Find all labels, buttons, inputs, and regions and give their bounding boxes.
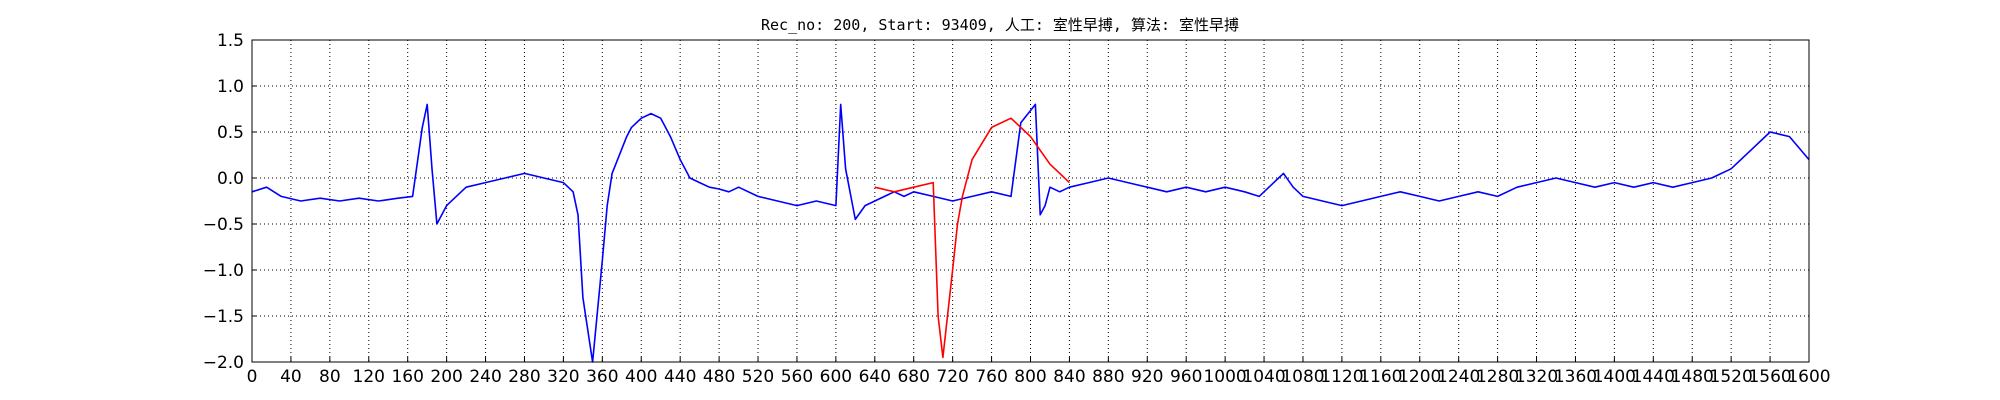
x-tick-label: 1320 — [1515, 367, 1558, 387]
x-tick-label: 1520 — [1710, 367, 1753, 387]
x-tick-label: 40 — [280, 367, 302, 387]
x-tick-label: 960 — [1170, 367, 1202, 387]
y-tick-label: −1.5 — [203, 307, 244, 327]
y-tick-label: 0.5 — [217, 123, 244, 143]
x-tick-label: 280 — [508, 367, 540, 387]
x-tick-label: 520 — [742, 367, 774, 387]
x-tick-label: 800 — [1014, 367, 1046, 387]
x-tick-label: 1160 — [1359, 367, 1402, 387]
x-tick-label: 840 — [1053, 367, 1085, 387]
x-tick-label: 1240 — [1437, 367, 1480, 387]
x-tick-label: 320 — [547, 367, 579, 387]
x-tick-label: 1560 — [1748, 367, 1791, 387]
x-tick-label: 600 — [820, 367, 852, 387]
x-tick-label: 1080 — [1281, 367, 1324, 387]
y-tick-label: 0.0 — [217, 169, 244, 189]
x-tick-label: 400 — [625, 367, 657, 387]
x-tick-label: 720 — [936, 367, 968, 387]
x-tick-label: 360 — [586, 367, 618, 387]
x-tick-label: 1280 — [1476, 367, 1519, 387]
x-tick-label: 1440 — [1632, 367, 1675, 387]
x-tick-label: 760 — [975, 367, 1007, 387]
y-tick-label: −1.0 — [203, 261, 244, 281]
x-tick-label: 480 — [703, 367, 735, 387]
y-tick-label: 1.0 — [217, 77, 244, 97]
x-tick-label: 1600 — [1787, 367, 1830, 387]
y-tick-label: −0.5 — [203, 215, 244, 235]
x-tick-label: 1120 — [1320, 367, 1363, 387]
x-tick-label: 640 — [859, 367, 891, 387]
x-tick-label: 1360 — [1554, 367, 1597, 387]
x-tick-label: 1000 — [1203, 367, 1246, 387]
x-tick-label: 1200 — [1398, 367, 1441, 387]
x-tick-label: 1480 — [1671, 367, 1714, 387]
x-tick-label: 440 — [664, 367, 696, 387]
x-tick-label: 560 — [781, 367, 813, 387]
x-tick-label: 880 — [1092, 367, 1124, 387]
series-line — [251, 103, 1810, 363]
series-line — [874, 117, 1070, 359]
x-axis: 0 40 80 120 160 200 240 280 320 360 400 440 480 520 56… — [247, 357, 1831, 387]
y-tick-label: 1.5 — [217, 31, 244, 51]
x-tick-label: 680 — [897, 367, 929, 387]
x-tick-label: 80 — [319, 367, 341, 387]
y-tick-label: −2.0 — [203, 353, 244, 373]
x-tick-label: 160 — [391, 367, 423, 387]
y-axis: 1.5 1.0 0.5 0.0 −0.5 −1.0 −1.5 −2.0 — [203, 31, 257, 373]
x-tick-label: 0 — [247, 367, 258, 387]
x-tick-label: 240 — [469, 367, 501, 387]
grid-layer — [251, 39, 1810, 363]
series-layer — [251, 103, 1810, 363]
x-tick-label: 120 — [353, 367, 385, 387]
x-tick-label: 1400 — [1593, 367, 1636, 387]
x-tick-label: 1040 — [1242, 367, 1285, 387]
chart-title: Rec_no: 200, Start: 93409, 人工: 室性早搏, 算法:… — [761, 16, 1239, 34]
x-tick-label: 920 — [1131, 367, 1163, 387]
x-tick-label: 200 — [430, 367, 462, 387]
